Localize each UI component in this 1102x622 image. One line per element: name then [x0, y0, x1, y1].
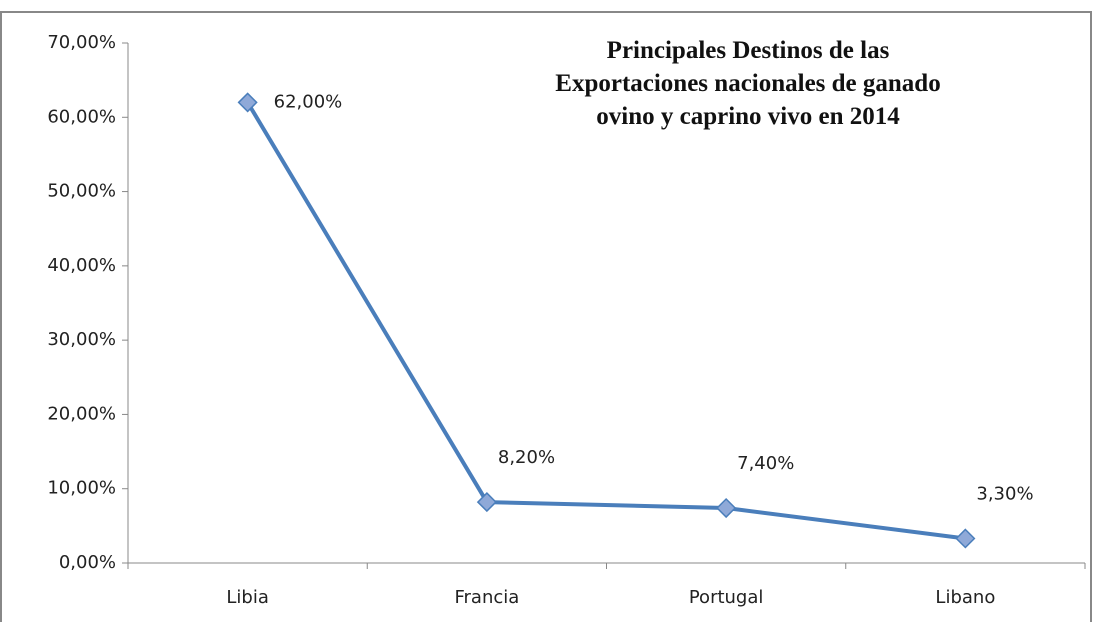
- x-tick-label: Francia: [454, 587, 519, 608]
- y-tick-label: 20,00%: [47, 403, 116, 424]
- x-tick-label: Portugal: [689, 587, 764, 608]
- x-tick-label: Libano: [935, 587, 995, 608]
- y-tick-label: 60,00%: [47, 106, 116, 127]
- data-label: 7,40%: [737, 453, 794, 474]
- x-tick-label: Libia: [226, 587, 269, 608]
- y-tick-label: 40,00%: [47, 255, 116, 276]
- data-label: 8,20%: [498, 447, 555, 468]
- chart-frame: [0, 11, 1092, 622]
- y-tick-label: 0,00%: [59, 552, 116, 573]
- y-tick-label: 10,00%: [47, 478, 116, 499]
- data-label: 3,30%: [976, 483, 1033, 504]
- data-point: [955, 528, 976, 549]
- data-point: [476, 492, 497, 513]
- y-tick-label: 50,00%: [47, 181, 116, 202]
- y-tick-label: 30,00%: [47, 329, 116, 350]
- data-point: [237, 92, 258, 113]
- series-line: [245, 101, 966, 541]
- y-tick-label: 70,00%: [47, 32, 116, 53]
- chart-title: Principales Destinos de las Exportacione…: [555, 37, 941, 130]
- data-label: 62,00%: [274, 91, 343, 112]
- data-point: [716, 497, 737, 519]
